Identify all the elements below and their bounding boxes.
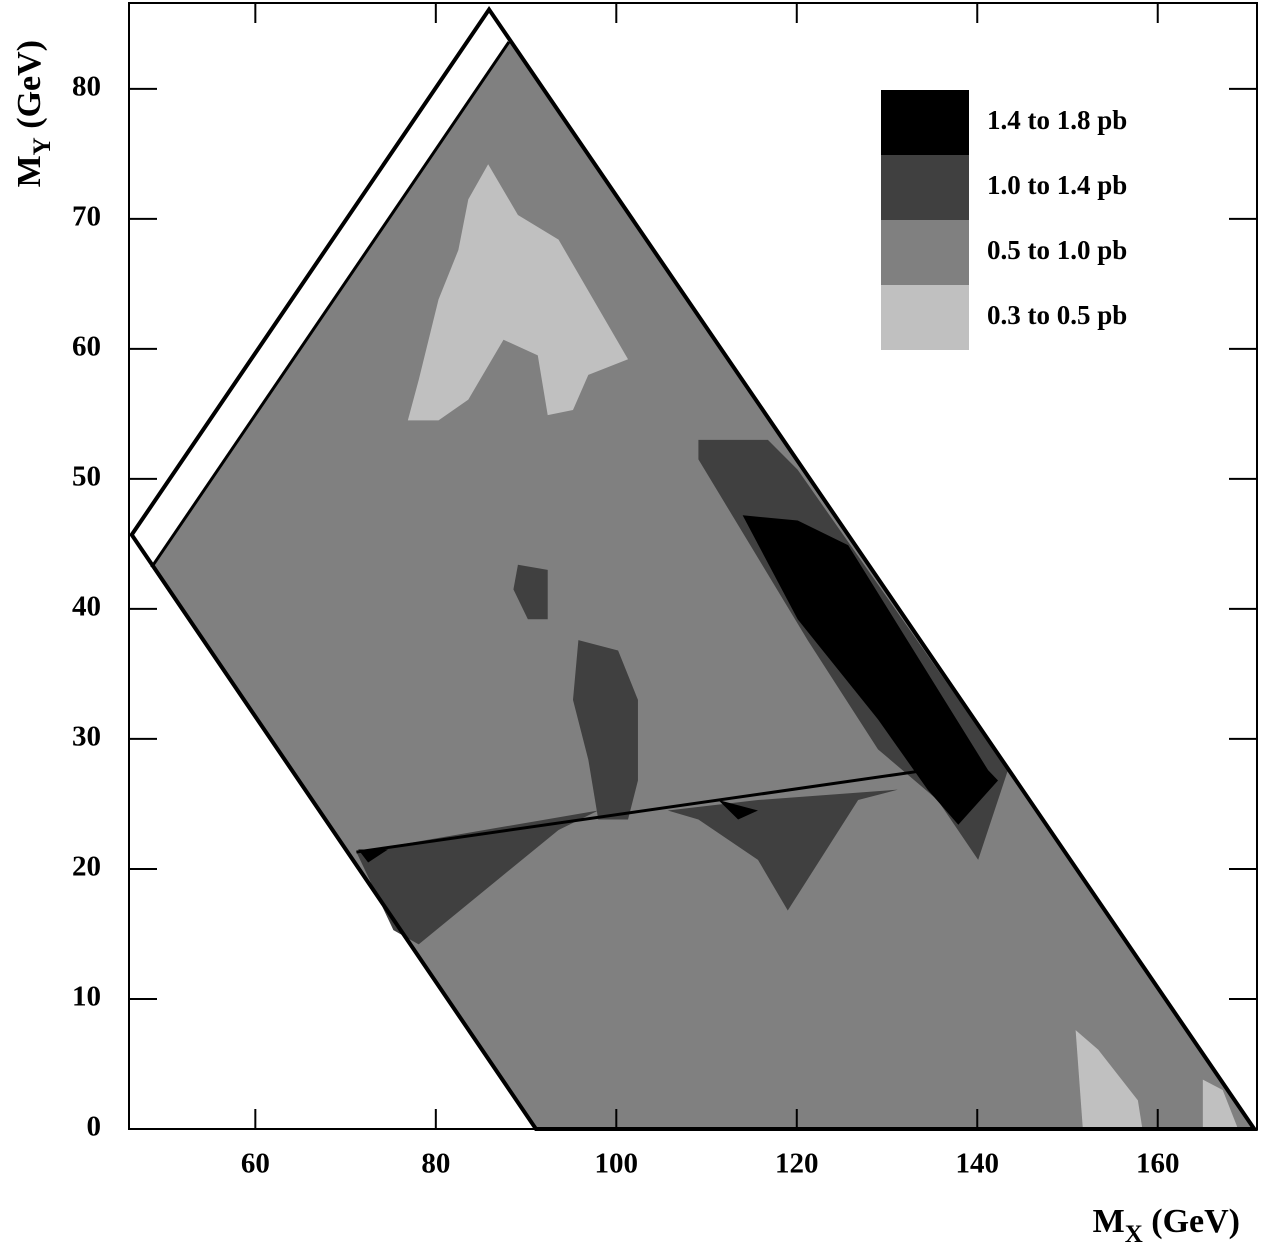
x-tick-label: 80: [421, 1148, 450, 1180]
legend-swatch: [881, 155, 969, 220]
contour-region: [667, 789, 898, 911]
x-tick-label: 100: [595, 1148, 639, 1180]
x-tick-label: 160: [1136, 1148, 1180, 1180]
plot-frame: [128, 2, 1258, 1130]
y-tick-label: 30: [72, 721, 101, 753]
contour-region: [718, 800, 758, 820]
x-tick-label: 140: [956, 1148, 1000, 1180]
legend-label: 0.3 to 0.5 pb: [987, 300, 1127, 330]
contour-region: [513, 564, 548, 620]
legend-label: 1.0 to 1.4 pb: [987, 170, 1127, 200]
legend-swatch: [881, 285, 969, 350]
boundary-line: [150, 41, 511, 569]
y-tick-label: 50: [72, 461, 101, 493]
y-tick-label: 0: [87, 1111, 102, 1143]
legend-label: 1.4 to 1.8 pb: [987, 105, 1127, 135]
y-axis-label: MY (GeV): [11, 40, 56, 187]
contour-region: [1075, 1030, 1143, 1129]
contour-region: [358, 849, 388, 863]
y-tick-label: 10: [72, 981, 101, 1013]
legend: 1.4 to 1.8 pb 1.0 to 1.4 pb 0.5 to 1.0 pb 0…: [881, 90, 1127, 350]
x-tick-label: 60: [241, 1148, 270, 1180]
contour-region: [742, 515, 999, 825]
x-axis-label: MX (GeV): [1093, 1203, 1240, 1248]
contour-region: [151, 42, 1255, 1129]
legend-swatch: [881, 90, 969, 155]
y-tick-label: 70: [72, 200, 101, 232]
contour-region: [407, 164, 629, 421]
y-tick-label: 40: [72, 591, 101, 623]
legend-swatch: [881, 220, 969, 285]
y-tick-label: 80: [72, 70, 101, 102]
x-tick-label: 120: [775, 1148, 819, 1180]
boundary-line: [356, 769, 918, 854]
legend-label: 0.5 to 1.0 pb: [987, 235, 1127, 265]
y-tick-label: 20: [72, 851, 101, 883]
contour-region: [1202, 1079, 1239, 1129]
contour-region: [572, 640, 638, 820]
y-tick-label: 60: [72, 331, 101, 363]
